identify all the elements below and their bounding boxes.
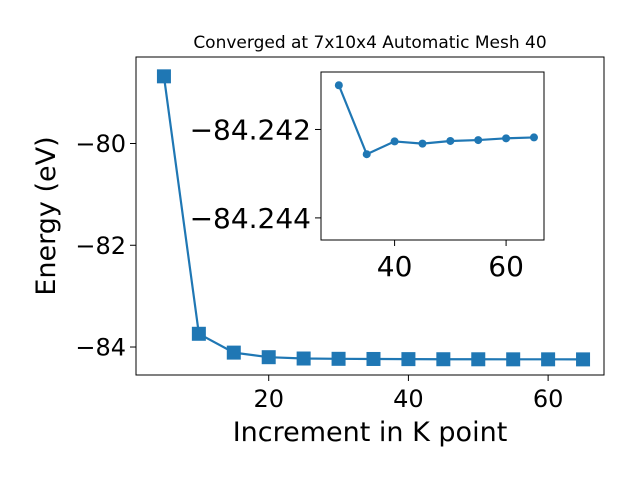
main-x-axis-label: Increment in K point — [233, 417, 508, 448]
main-x-tick-label: 40 — [393, 385, 424, 413]
main-data-point — [436, 352, 451, 367]
main-y-tick-label: −82 — [75, 232, 126, 260]
main-data-point — [191, 326, 206, 341]
inset-plot-layer: 40 60 −84.244 −84.242 — [190, 81, 538, 283]
main-y-axis-label: Energy (eV) — [31, 136, 62, 295]
main-x-tick-label: 60 — [533, 385, 564, 413]
main-data-point — [471, 352, 486, 367]
inset-x-tick-label: 60 — [488, 250, 524, 283]
main-plot-layer: 20 40 60 −80 −82 −84 — [75, 69, 591, 413]
main-y-tick-label: −84 — [75, 334, 126, 362]
inset-y-tick-label: −84.244 — [190, 202, 311, 235]
inset-series-line — [337, 84, 534, 156]
main-data-point — [576, 352, 591, 367]
main-x-tick-label: 20 — [253, 385, 284, 413]
main-y-tick-label: −80 — [75, 130, 126, 158]
main-plot-frame — [135, 56, 605, 376]
main-data-point — [506, 352, 521, 367]
main-data-point — [261, 350, 276, 365]
inset-plot-frame — [320, 71, 545, 241]
inset-data-point — [334, 81, 343, 90]
inset-data-point — [362, 150, 371, 159]
inset-data-point — [446, 136, 455, 145]
main-data-point — [226, 345, 241, 360]
inset-data-point — [502, 134, 511, 143]
main-data-point — [331, 351, 346, 366]
main-data-point — [541, 352, 556, 367]
inset-data-point — [474, 136, 483, 145]
inset-data-point — [418, 139, 427, 148]
inset-y-tick-label: −84.242 — [190, 114, 311, 147]
inset-data-point — [529, 133, 538, 142]
main-data-point — [156, 69, 171, 84]
main-data-point — [366, 351, 381, 366]
inset-x-tick-label: 40 — [377, 250, 413, 283]
main-data-point — [401, 352, 416, 367]
main-data-point — [296, 351, 311, 366]
inset-plot-background — [321, 72, 544, 240]
main-chart-title: Converged at 7x10x4 Automatic Mesh 40 — [193, 33, 546, 53]
inset-data-point — [390, 137, 399, 146]
